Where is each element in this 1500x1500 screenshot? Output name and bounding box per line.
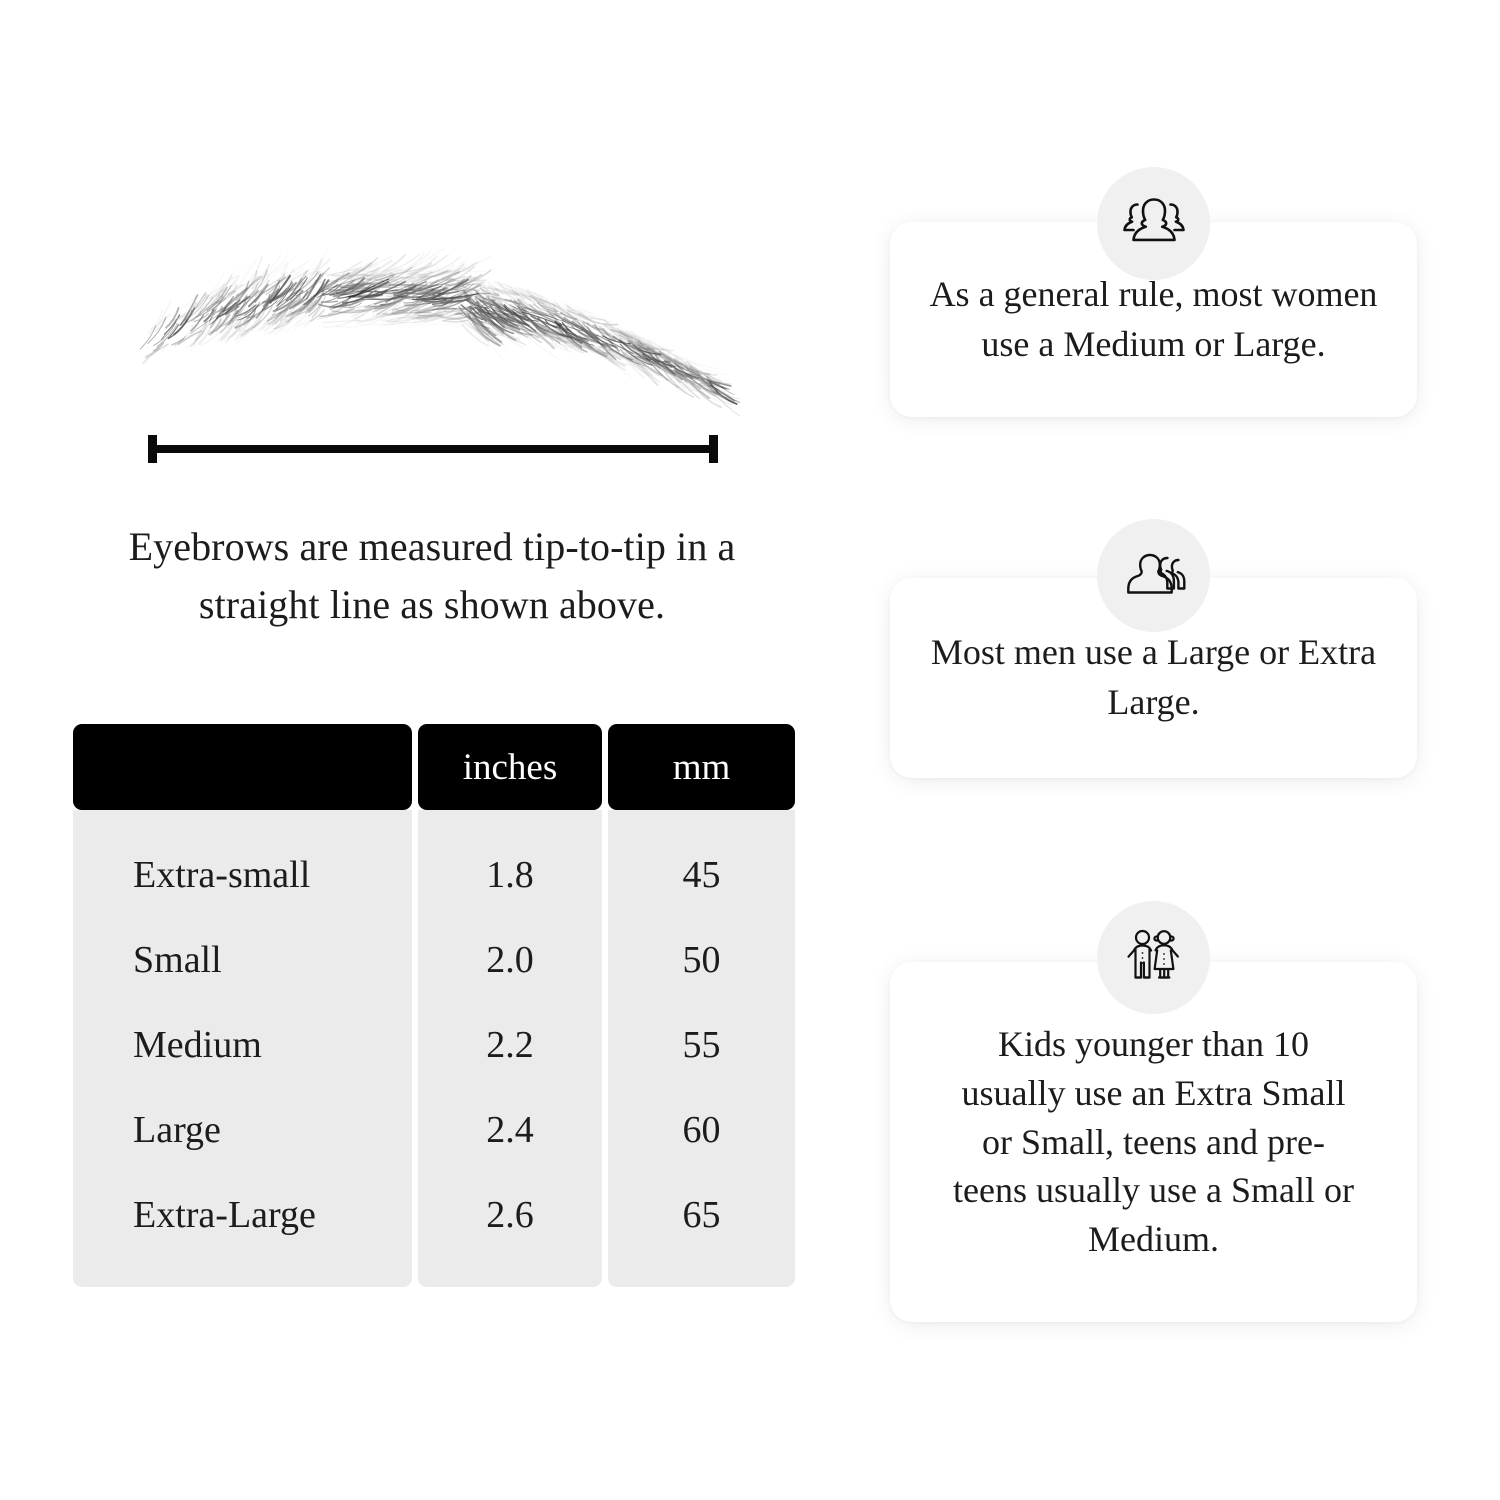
table-header-size — [73, 724, 412, 810]
table-row: 60 — [608, 1087, 795, 1172]
guidance-card-women-text: As a general rule, most women use a Medi… — [929, 273, 1378, 364]
table-row: 1.8 — [418, 832, 602, 917]
cell-inches: 2.0 — [486, 938, 534, 981]
table-row: 50 — [608, 917, 795, 1002]
table-row: 2.0 — [418, 917, 602, 1002]
guidance-card-kids-text: Kids younger than 10 usually use an Extr… — [953, 1023, 1354, 1260]
table-row: Medium — [73, 1002, 412, 1087]
cell-inches: 1.8 — [486, 853, 534, 896]
table-row: Small — [73, 917, 412, 1002]
cell-mm: 55 — [682, 1023, 721, 1066]
table-header-mm-label: mm — [672, 746, 731, 788]
two-children-icon — [1097, 901, 1210, 1014]
table-column-mm: 45 50 55 60 65 — [608, 810, 795, 1287]
table-header-inches-label: inches — [462, 746, 558, 788]
table-column-inches: 1.8 2.0 2.2 2.4 2.6 — [418, 810, 602, 1287]
three-women-icon — [1097, 167, 1210, 280]
cell-mm: 65 — [682, 1193, 721, 1236]
cell-mm: 50 — [682, 938, 721, 981]
measurement-panel: Eyebrows are measured tip-to-tip in a st… — [73, 235, 795, 1287]
cell-size: Large — [133, 1108, 221, 1151]
cell-size: Medium — [133, 1023, 262, 1066]
size-table: inches mm Extra-small Small Medium Larg — [73, 724, 795, 1287]
measurement-bar-icon — [148, 432, 718, 466]
table-body: Extra-small Small Medium Large Extra-Lar… — [73, 810, 795, 1287]
table-column-size: Extra-small Small Medium Large Extra-Lar… — [73, 810, 412, 1287]
table-row: 45 — [608, 832, 795, 917]
guidance-panel: As a general rule, most women use a Medi… — [840, 0, 1500, 1500]
table-row: 2.4 — [418, 1087, 602, 1172]
table-row: Extra-small — [73, 832, 412, 917]
table-row: 2.6 — [418, 1172, 602, 1257]
guidance-card-men: Most men use a Large or Extra Large. — [890, 578, 1417, 778]
eyebrow-illustration — [120, 235, 740, 435]
cell-mm: 60 — [682, 1108, 721, 1151]
cell-size: Extra-small — [133, 853, 311, 896]
table-row: 2.2 — [418, 1002, 602, 1087]
cell-inches: 2.2 — [486, 1023, 534, 1066]
cell-inches: 2.6 — [486, 1193, 534, 1236]
table-row: Extra-Large — [73, 1172, 412, 1257]
cell-size: Small — [133, 938, 222, 981]
guidance-card-kids: Kids younger than 10 usually use an Extr… — [890, 962, 1417, 1322]
guidance-card-men-text: Most men use a Large or Extra Large. — [930, 632, 1377, 722]
three-men-icon — [1097, 519, 1210, 632]
measurement-caption: Eyebrows are measured tip-to-tip in a st… — [128, 524, 736, 627]
cell-inches: 2.4 — [486, 1108, 534, 1151]
cell-size: Extra-Large — [133, 1193, 316, 1236]
table-row: 55 — [608, 1002, 795, 1087]
table-row: Large — [73, 1087, 412, 1172]
table-header-mm: mm — [608, 724, 795, 810]
cell-mm: 45 — [682, 853, 721, 896]
table-header-row: inches mm — [73, 724, 795, 810]
table-row: 65 — [608, 1172, 795, 1257]
table-header-inches: inches — [418, 724, 602, 810]
